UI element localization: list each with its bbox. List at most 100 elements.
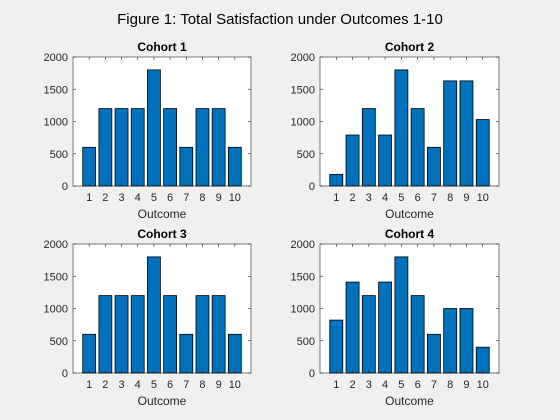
chart-cohort-2-bar-5 xyxy=(394,69,409,187)
chart-cohort-3-xtick-label-3: 3 xyxy=(118,379,124,391)
chart-cohort-2-xtick-label-7: 7 xyxy=(431,192,437,204)
chart-cohort-2-ytick-label-1500: 1500 xyxy=(291,84,315,96)
chart-cohort-4-xtick-label-3: 3 xyxy=(366,379,372,391)
chart-cohort-2-title: Cohort 2 xyxy=(385,40,435,54)
chart-cohort-4-xlabel: Outcome xyxy=(385,394,434,408)
chart-cohort-1-xlabel: Outcome xyxy=(138,207,187,221)
chart-cohort-1-title: Cohort 1 xyxy=(137,40,187,54)
chart-cohort-4-bar-10 xyxy=(475,346,490,374)
chart-cohort-2-xtick-label-4: 4 xyxy=(382,192,388,204)
chart-cohort-3-ytick-label-500: 500 xyxy=(50,336,68,348)
chart-cohort-3-xtick-label-9: 9 xyxy=(216,379,222,391)
chart-cohort-1: Cohort 1 0 500 1000 1500 2000 1 2 3 4 5 6 7 8 9 10 Outco… xyxy=(44,40,252,221)
chart-cohort-1-xtick-label-7: 7 xyxy=(183,192,189,204)
chart-cohort-4-bar-3 xyxy=(361,295,376,374)
chart-cohort-4: Cohort 4 0 500 1000 1500 2000 1 2 3 4 5 6 7 8 9 10 Outco… xyxy=(291,227,500,408)
chart-cohort-4-xtick-label-5: 5 xyxy=(398,379,404,391)
chart-cohort-3-ytick-label-1000: 1000 xyxy=(44,304,68,316)
chart-cohort-1-bar-4 xyxy=(130,108,145,187)
chart-cohort-1-ytick-label-2000: 2000 xyxy=(44,52,68,64)
chart-cohort-2-bar-7 xyxy=(426,146,441,187)
chart-cohort-3-xtick-label-10: 10 xyxy=(229,379,241,391)
chart-cohort-1-xtick-label-10: 10 xyxy=(229,192,241,204)
chart-cohort-3-bar-5 xyxy=(147,256,161,374)
chart-cohort-3-bar-1 xyxy=(82,333,97,374)
chart-cohort-1-bar-5 xyxy=(147,69,161,187)
chart-cohort-3: Cohort 3 0 500 1000 1500 2000 1 2 3 4 5 6 7 8 9 10 Outco… xyxy=(44,227,252,408)
chart-cohort-3-xlabel: Outcome xyxy=(138,394,187,408)
chart-cohort-4-ytick-label-0: 0 xyxy=(309,368,315,380)
chart-cohort-1-bar-2 xyxy=(98,108,113,187)
chart-cohort-4-ytick-label-1500: 1500 xyxy=(291,271,315,283)
chart-cohort-3-ytick-label-0: 0 xyxy=(62,368,68,380)
chart-cohort-4-ytick-label-1000: 1000 xyxy=(291,304,315,316)
chart-cohort-2-ytick-label-1000: 1000 xyxy=(291,117,315,129)
chart-cohort-2-bar-4 xyxy=(378,134,392,187)
chart-cohort-4-xtick-label-8: 8 xyxy=(447,379,453,391)
chart-cohort-3-bar-9 xyxy=(211,295,226,374)
chart-cohort-2-xtick-label-6: 6 xyxy=(415,192,421,204)
chart-cohort-2-ytick-label-2000: 2000 xyxy=(291,52,315,64)
chart-cohort-4-xtick-label-2: 2 xyxy=(349,379,355,391)
chart-cohort-2-xtick-label-8: 8 xyxy=(447,192,453,204)
chart-cohort-4-bar-4 xyxy=(378,281,392,374)
chart-cohort-4-xtick-label-9: 9 xyxy=(463,379,469,391)
chart-cohort-4-bar-5 xyxy=(394,256,409,374)
chart-cohort-1-xtick-label-4: 4 xyxy=(135,192,141,204)
chart-cohort-4-bar-7 xyxy=(426,333,441,374)
chart-cohort-1-bar-6 xyxy=(163,108,177,187)
chart-cohort-2-bar-10 xyxy=(475,119,490,187)
chart-cohort-3-bar-6 xyxy=(163,295,177,374)
chart-cohort-2-ytick-label-500: 500 xyxy=(297,149,315,161)
chart-cohort-3-bar-10 xyxy=(227,333,242,374)
chart-cohort-4-title: Cohort 4 xyxy=(385,227,435,241)
chart-cohort-3-bar-7 xyxy=(179,333,194,374)
chart-cohort-4-bar-8 xyxy=(443,308,458,374)
chart-cohort-2-xtick-label-3: 3 xyxy=(366,192,372,204)
chart-cohort-4-bar-2 xyxy=(345,281,360,374)
chart-cohort-2-bar-9 xyxy=(459,80,474,187)
chart-cohort-1-bar-8 xyxy=(195,108,210,187)
chart-cohort-2-bar-2 xyxy=(345,134,360,187)
chart-cohort-1-xtick-label-5: 5 xyxy=(151,192,157,204)
chart-cohort-1-xtick-label-6: 6 xyxy=(167,192,173,204)
chart-cohort-4-ytick-label-2000: 2000 xyxy=(291,239,315,251)
chart-cohort-1-bar-7 xyxy=(179,146,194,187)
chart-cohort-1-xtick-label-9: 9 xyxy=(216,192,222,204)
chart-cohort-3-xtick-label-4: 4 xyxy=(135,379,141,391)
chart-cohort-3-bar-2 xyxy=(98,295,113,374)
chart-cohort-3-title: Cohort 3 xyxy=(137,227,187,241)
chart-cohort-1-ytick-label-1500: 1500 xyxy=(44,84,68,96)
chart-cohort-3-xtick-label-6: 6 xyxy=(167,379,173,391)
chart-cohort-1-bar-1 xyxy=(82,146,97,187)
chart-cohort-2-bar-8 xyxy=(443,80,458,187)
chart-cohort-3-xtick-label-1: 1 xyxy=(86,379,92,391)
chart-cohort-2-xtick-label-1: 1 xyxy=(333,192,339,204)
chart-cohort-2-xlabel: Outcome xyxy=(385,207,434,221)
chart-cohort-2-xtick-label-9: 9 xyxy=(463,192,469,204)
chart-cohort-4-xtick-label-4: 4 xyxy=(382,379,388,391)
chart-cohort-4-bar-9 xyxy=(459,308,474,374)
chart-cohort-2: Cohort 2 0 500 1000 1500 2000 1 2 3 4 5 6 7 8 9 10 Outco… xyxy=(291,40,500,221)
chart-cohort-4-xtick-label-10: 10 xyxy=(477,379,489,391)
chart-cohort-2-ytick-label-0: 0 xyxy=(309,181,315,193)
chart-cohort-4-xtick-label-1: 1 xyxy=(333,379,339,391)
chart-cohort-4-bar-6 xyxy=(410,295,425,374)
chart-cohort-1-bar-9 xyxy=(211,108,226,187)
chart-cohort-4-ytick-label-500: 500 xyxy=(297,336,315,348)
chart-cohort-1-bar-3 xyxy=(114,108,129,187)
chart-cohort-2-bar-3 xyxy=(361,108,376,187)
chart-cohort-3-xtick-label-7: 7 xyxy=(183,379,189,391)
chart-cohort-3-xtick-label-5: 5 xyxy=(151,379,157,391)
chart-cohort-1-ytick-label-0: 0 xyxy=(62,181,68,193)
chart-cohort-1-xtick-label-8: 8 xyxy=(199,192,205,204)
chart-cohort-4-bar-1 xyxy=(329,319,344,374)
chart-cohort-2-xtick-label-5: 5 xyxy=(398,192,404,204)
chart-cohort-3-ytick-label-1500: 1500 xyxy=(44,271,68,283)
chart-cohort-2-xtick-label-2: 2 xyxy=(349,192,355,204)
chart-cohort-1-bar-10 xyxy=(227,146,242,187)
chart-cohort-3-bar-3 xyxy=(114,295,129,374)
chart-cohort-1-xtick-label-2: 2 xyxy=(102,192,108,204)
chart-cohort-3-xtick-label-2: 2 xyxy=(102,379,108,391)
